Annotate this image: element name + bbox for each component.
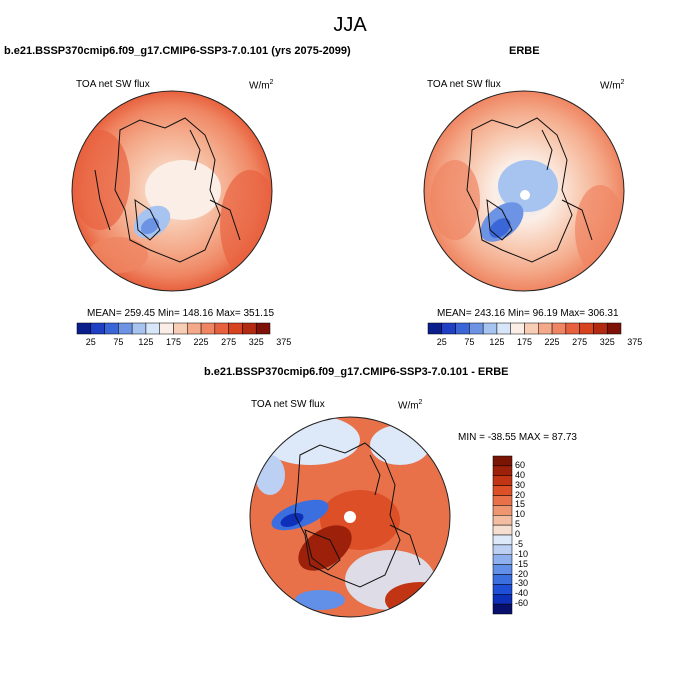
colorbar-tick-label: 175: [165, 337, 182, 347]
colorbar-tick-label: 325: [599, 337, 615, 347]
panel2-title: ERBE: [509, 45, 540, 57]
colorbar-box: [492, 455, 513, 467]
colorbar-tick-label: -40: [515, 588, 529, 599]
colorbar-box: [492, 584, 513, 595]
colorbar-box: [606, 322, 622, 335]
figure-title: JJA: [333, 14, 367, 36]
colorbar-tick-label: -60: [515, 598, 529, 609]
colorbar-tick-label: 30: [515, 479, 526, 490]
colorbar-tick-label: 275: [572, 337, 588, 347]
colorbar-tick-label: 60: [515, 459, 526, 470]
colorbar-tick-label: -5: [515, 538, 524, 549]
colorbar-tick-label: 0: [515, 529, 521, 539]
panel1-units: W/m2: [249, 79, 274, 92]
colorbar-tick-label: -10: [515, 548, 529, 559]
colorbar-tick-label: 375: [627, 337, 643, 347]
colorbar-tick-label: 5: [515, 519, 521, 530]
panel3-stats: MIN = -38.55 MAX = 87.73: [458, 432, 577, 443]
colorbar-tick-label: 25: [85, 337, 96, 347]
colorbar-box: [492, 475, 513, 486]
colorbar-tick-label: -30: [515, 578, 529, 589]
colorbar-box: [492, 515, 513, 526]
colorbar-tick-label: 325: [248, 337, 264, 347]
panel2-units: W/m2: [600, 79, 625, 92]
colorbar-box: [492, 524, 513, 536]
colorbar-tick-label: -20: [515, 568, 529, 579]
colorbar-tick-label: 40: [515, 469, 526, 480]
panel1-variable: TOA net SW flux: [76, 79, 150, 90]
panel3-title: b.e21.BSSP370cmip6.f09_g17.CMIP6-SSP3-7.…: [204, 366, 509, 378]
colorbar-box: [492, 603, 513, 615]
colorbar-tick-label: 375: [276, 337, 292, 347]
colorbar-tick-label: -15: [515, 558, 529, 569]
colorbar-tick-label: 175: [516, 337, 533, 347]
colorbar-tick-label: 125: [489, 337, 505, 347]
colorbar-box: [492, 465, 513, 476]
panel1-title: b.e21.BSSP370cmip6.f09_g17.CMIP6-SSP3-7.…: [4, 45, 351, 57]
panel2-stats: MEAN= 243.16 Min= 96.19 Max= 306.31: [437, 308, 619, 319]
panel3-variable: TOA net SW flux: [251, 399, 325, 410]
colorbar-box: [492, 485, 513, 496]
colorbar-tick-label: 125: [138, 337, 154, 347]
colorbar-box: [492, 505, 513, 516]
colorbar-box: [492, 574, 513, 585]
colorbar-tick-label: 15: [515, 499, 526, 510]
colorbar-tick-label: 75: [113, 337, 124, 347]
colorbar-tick-label: 75: [464, 337, 475, 347]
colorbar-tick-label: 225: [193, 337, 209, 347]
colorbar-box: [492, 544, 513, 555]
colorbar-tick-label: 10: [515, 509, 526, 520]
colorbar-box: [492, 554, 513, 565]
colorbar-box: [492, 534, 513, 546]
colorbar-box: [492, 495, 513, 506]
colorbar-box: [492, 564, 513, 575]
panel1-stats: MEAN= 259.45 Min= 148.16 Max= 351.15: [87, 308, 275, 319]
colorbar-tick-label: 275: [221, 337, 237, 347]
panel3-units: W/m2: [398, 399, 423, 412]
colorbar-box: [492, 594, 513, 605]
colorbar-box: [255, 322, 271, 335]
colorbar-tick-label: 20: [515, 489, 526, 500]
panel2-variable: TOA net SW flux: [427, 79, 501, 90]
colorbar-tick-label: 25: [436, 337, 447, 347]
colorbar-tick-label: 225: [544, 337, 560, 347]
